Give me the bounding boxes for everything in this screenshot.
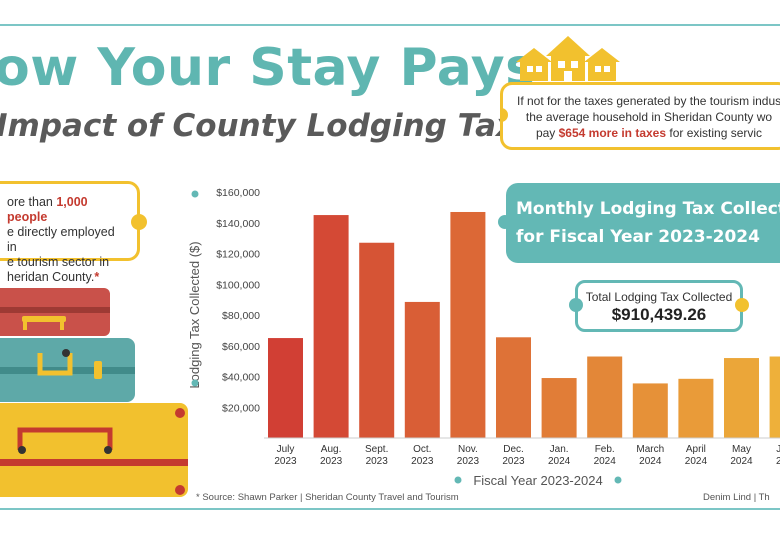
y-tick-label: $160,000 xyxy=(216,187,260,199)
bar xyxy=(632,383,668,438)
houses-icon xyxy=(516,36,620,81)
x-tick-label: 2023 xyxy=(274,456,297,467)
y-tick-label: $40,000 xyxy=(222,372,260,384)
employment-highlight: 1,000 people xyxy=(7,195,88,224)
y-tick-label: $140,000 xyxy=(216,218,260,230)
x-tick-label: 2024 xyxy=(548,456,571,467)
x-tick-label: April xyxy=(686,444,706,455)
total-label: Total Lodging Tax Collected xyxy=(585,290,733,304)
household-line-3-pre: pay xyxy=(535,126,559,140)
credit-note: Denim Lind | Th xyxy=(703,492,770,503)
callout-dot xyxy=(131,214,147,230)
bar xyxy=(404,301,440,438)
employment-line-4-text: heridan County. xyxy=(7,270,95,284)
x-tick-label: 2023 xyxy=(457,456,480,467)
y-tick-label: $120,000 xyxy=(216,249,260,261)
employment-asterisk: * xyxy=(94,270,100,284)
total-dot-right xyxy=(735,298,749,312)
household-line-3-post: for existing servic xyxy=(666,126,763,140)
page-title: ow Your Stay Pays xyxy=(0,38,537,98)
household-line-1: If not for the taxes generated by the to… xyxy=(517,94,780,108)
chart-title-line-2: for Fiscal Year 2023-2024 xyxy=(516,227,760,247)
bar xyxy=(678,378,714,438)
bar xyxy=(496,337,531,438)
chart-title-line-1: Monthly Lodging Tax Collectio xyxy=(516,199,780,219)
x-tick-label: 2023 xyxy=(502,456,525,467)
household-tax-callout: If not for the taxes generated by the to… xyxy=(500,82,780,150)
x-tick-label: 2024 xyxy=(594,456,617,467)
y-tick-label: $100,000 xyxy=(216,279,260,291)
total-dot-left xyxy=(569,298,583,312)
source-note: * Source: Shawn Parker | Sheridan County… xyxy=(196,492,459,503)
y-axis-label: Lodging Tax Collected ($) xyxy=(187,241,202,388)
y-tick-label: $80,000 xyxy=(222,310,260,322)
x-tick-label: 2023 xyxy=(411,456,434,467)
employment-callout: ore than 1,000 people e directly employe… xyxy=(0,181,147,284)
x-tick-label: Nov. xyxy=(458,444,478,455)
x-tick-label: May xyxy=(732,444,751,455)
axis-dot xyxy=(191,190,199,198)
panel-dot xyxy=(498,215,512,229)
x-tick-label: Sept. xyxy=(365,444,388,455)
bar xyxy=(359,242,395,438)
x-tick-label: 2023 xyxy=(366,456,389,467)
household-line-3: pay $654 more in taxes for existing serv… xyxy=(517,125,780,141)
x-tick-label: Dec. xyxy=(503,444,524,455)
employment-line-1: ore than 1,000 people xyxy=(7,195,127,225)
employment-line-1-pre: ore than xyxy=(7,195,57,209)
y-tick-label: $20,000 xyxy=(222,402,260,414)
callout-dot xyxy=(503,108,508,122)
x-tick-label: 2024 xyxy=(685,456,708,467)
x-tick-label: 2024 xyxy=(639,456,662,467)
total-collected-box: Total Lodging Tax Collected $910,439.26 xyxy=(569,280,749,332)
household-tax-highlight: $654 more in taxes xyxy=(558,126,667,140)
employment-line-2: e directly employed in xyxy=(7,225,115,254)
bar xyxy=(724,358,759,438)
bar xyxy=(587,356,623,438)
bottom-border-line xyxy=(0,508,780,510)
axis-dot xyxy=(614,476,622,484)
x-tick-label: 2023 xyxy=(320,456,343,467)
chart-title-panel: Monthly Lodging Tax Collectio for Fiscal… xyxy=(498,183,780,263)
x-tick-label: March xyxy=(636,444,664,455)
top-border-line xyxy=(0,24,780,26)
x-tick-label: July xyxy=(277,444,295,455)
x-tick-label: 2024 xyxy=(776,456,780,467)
employment-line-3: e tourism sector in xyxy=(7,255,110,269)
suitcases-illustration xyxy=(0,288,188,497)
bar xyxy=(769,356,780,438)
x-tick-label: Aug. xyxy=(321,444,342,455)
axis-dot xyxy=(191,379,199,387)
page-subtitle: Impact of County Lodging Tax xyxy=(0,108,517,144)
household-line-2: the average household in Sheridan County… xyxy=(525,110,773,124)
bar xyxy=(541,378,577,438)
axis-dot xyxy=(454,476,462,484)
x-tick-label: June xyxy=(776,444,780,455)
x-tick-label: Feb. xyxy=(595,444,615,455)
x-axis-label: Fiscal Year 2023-2024 xyxy=(473,473,602,488)
bar xyxy=(268,338,303,438)
x-tick-label: Oct. xyxy=(413,444,431,455)
employment-line-4: heridan County.* xyxy=(7,270,127,285)
bar xyxy=(450,211,486,438)
total-value: $910,439.26 xyxy=(611,305,707,324)
x-tick-label: 2024 xyxy=(730,456,753,467)
y-tick-label: $60,000 xyxy=(222,341,260,353)
bar xyxy=(313,215,349,438)
x-tick-label: Jan. xyxy=(550,444,569,455)
